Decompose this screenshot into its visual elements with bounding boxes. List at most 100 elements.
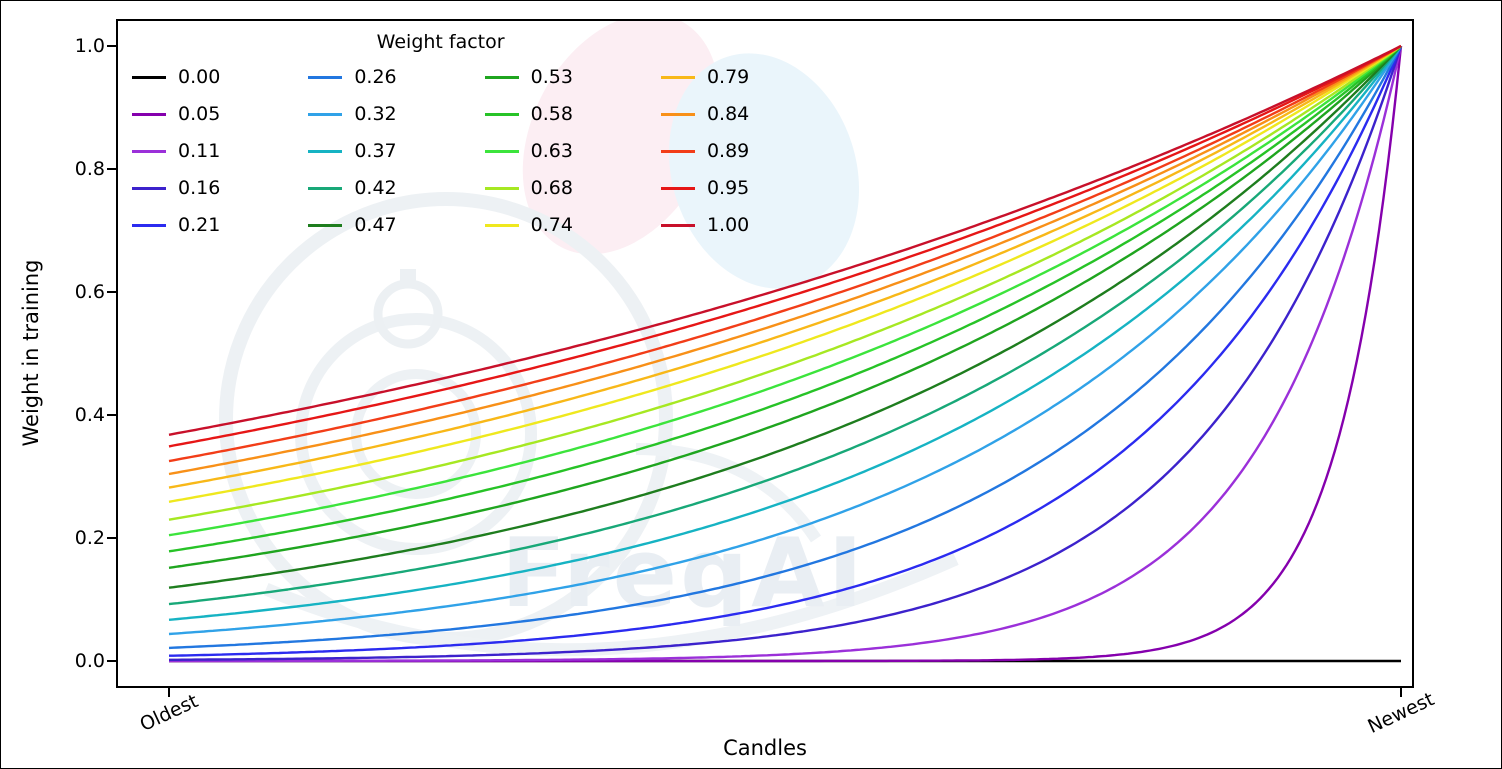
- watermark-stopwatch-dial: [373, 279, 443, 349]
- y-tick-mark: [107, 414, 116, 416]
- legend-line-swatch: [308, 75, 343, 79]
- legend-line-swatch: [132, 75, 166, 79]
- legend-entry: 0.58: [484, 103, 573, 125]
- legend-entry: 0.16: [132, 177, 220, 199]
- watermark-beak-arc: [635, 443, 821, 543]
- y-tick-label: 0.6: [74, 281, 105, 303]
- legend-entry-label: 0.42: [354, 177, 397, 199]
- series-line-0.84: [168, 44, 1402, 476]
- x-tick-mark: [1400, 688, 1402, 697]
- series-line-0.79: [168, 44, 1402, 489]
- y-tick-label: 0.0: [74, 650, 105, 672]
- series-line-1.00: [168, 44, 1402, 436]
- series-line-0.32: [168, 45, 1403, 636]
- y-tick-label: 0.2: [74, 527, 105, 549]
- legend-entry-label: 0.37: [354, 140, 397, 162]
- x-tick-mark: [168, 688, 170, 697]
- series-line-0.37: [168, 45, 1402, 621]
- legend-line-swatch: [484, 186, 519, 190]
- legend-entry-label: 0.95: [706, 177, 750, 199]
- y-tick-mark: [107, 537, 116, 539]
- legend-entry: 0.11: [132, 140, 220, 162]
- series-line-0.26: [168, 45, 1403, 650]
- legend-line-swatch: [132, 186, 166, 190]
- legend-entry: 0.68: [484, 177, 573, 199]
- x-axis-label: Candles: [723, 736, 807, 760]
- legend-entry: 0.95: [660, 177, 750, 199]
- legend-entry: 0.26: [308, 66, 397, 88]
- y-tick-label: 1.0: [74, 35, 105, 57]
- legend-entry: 1.00: [660, 214, 750, 236]
- legend-entry-label: 0.68: [530, 177, 573, 199]
- legend-entry: 0.79: [660, 66, 750, 88]
- legend-line-swatch: [484, 112, 519, 116]
- legend-line-swatch: [484, 75, 519, 79]
- legend-line-swatch: [132, 112, 166, 116]
- watermark: FreqAI: [116, 13, 1414, 688]
- legend: Weight factor 0.00 0.05 0.11 0.16 0.21 0.26 0.…: [132, 31, 749, 236]
- series-line-0.95: [168, 44, 1402, 448]
- series-line-0.53: [168, 45, 1402, 569]
- watermark-text: FreqAI: [501, 519, 866, 629]
- legend-entry: 0.37: [308, 140, 397, 162]
- legend-entry: 0.63: [484, 140, 573, 162]
- legend-entry-label: 0.84: [706, 103, 750, 125]
- legend-entry-label: 0.89: [706, 140, 750, 162]
- legend-entry-label: 0.47: [354, 214, 397, 236]
- legend-entry-label: 1.00: [706, 214, 750, 236]
- legend-line-swatch: [484, 223, 519, 227]
- legend-title: Weight factor: [376, 31, 505, 53]
- series-line-0.16: [169, 45, 1403, 661]
- legend-line-swatch: [308, 149, 343, 153]
- legend-line-swatch: [484, 149, 519, 153]
- legend-entry: 0.89: [660, 140, 750, 162]
- freqai-logo-watermark: [219, 13, 959, 657]
- series-line-0.11: [169, 45, 1403, 663]
- legend-entry-label: 0.16: [178, 177, 221, 199]
- legend-line-swatch: [132, 223, 166, 227]
- legend-entry: 0.47: [308, 214, 397, 236]
- y-axis-label: Weight in training: [19, 259, 43, 447]
- series-line-0.42: [168, 45, 1402, 606]
- series-line-0.58: [168, 45, 1402, 553]
- axes-frame: [116, 19, 1414, 688]
- legend-line-swatch: [132, 149, 166, 153]
- legend-entry: 0.21: [132, 214, 220, 236]
- legend-entry-label: 0.26: [354, 66, 397, 88]
- y-tick-label: 0.8: [74, 158, 105, 180]
- y-tick-mark: [107, 168, 116, 170]
- watermark-inner-circle: [351, 369, 481, 499]
- legend-entry: 0.05: [132, 103, 220, 125]
- legend-entry-label: 0.11: [178, 140, 221, 162]
- legend-entry: 0.84: [660, 103, 750, 125]
- legend-line-swatch: [660, 112, 695, 116]
- series-line-0.68: [168, 45, 1402, 521]
- series-line-0.74: [168, 45, 1402, 503]
- legend-line-swatch: [660, 149, 695, 153]
- watermark-wing-arc: [263, 553, 959, 657]
- legend-entry: 0.00: [132, 66, 220, 88]
- legend-entry: 0.74: [484, 214, 573, 236]
- plot-area: FreqAI Weight factor 0.00 0.05 0.11 0.16 0.2…: [116, 13, 1414, 688]
- series-line-0.63: [168, 45, 1402, 537]
- legend-line-swatch: [660, 75, 695, 79]
- legend-line-swatch: [308, 112, 343, 116]
- legend-entry: 0.42: [308, 177, 397, 199]
- watermark-blue-leaf: [668, 53, 860, 289]
- legend-entry-label: 0.00: [178, 66, 221, 88]
- chart-curves: [116, 19, 1414, 688]
- legend-entry-label: 0.79: [706, 66, 750, 88]
- legend-line-swatch: [308, 223, 343, 227]
- legend-entry-label: 0.74: [530, 214, 573, 236]
- legend-entry-label: 0.21: [178, 214, 221, 236]
- legend-entry-label: 0.05: [178, 103, 221, 125]
- series-line-0.21: [169, 45, 1403, 657]
- y-tick-mark: [107, 45, 116, 47]
- legend-entry: 0.53: [484, 66, 573, 88]
- legend-entry-label: 0.53: [530, 66, 573, 88]
- watermark-stopwatch-knob: [400, 269, 416, 281]
- legend-entry-label: 0.32: [354, 103, 397, 125]
- series-line-0.47: [168, 45, 1402, 589]
- y-tick-label: 0.4: [74, 404, 105, 426]
